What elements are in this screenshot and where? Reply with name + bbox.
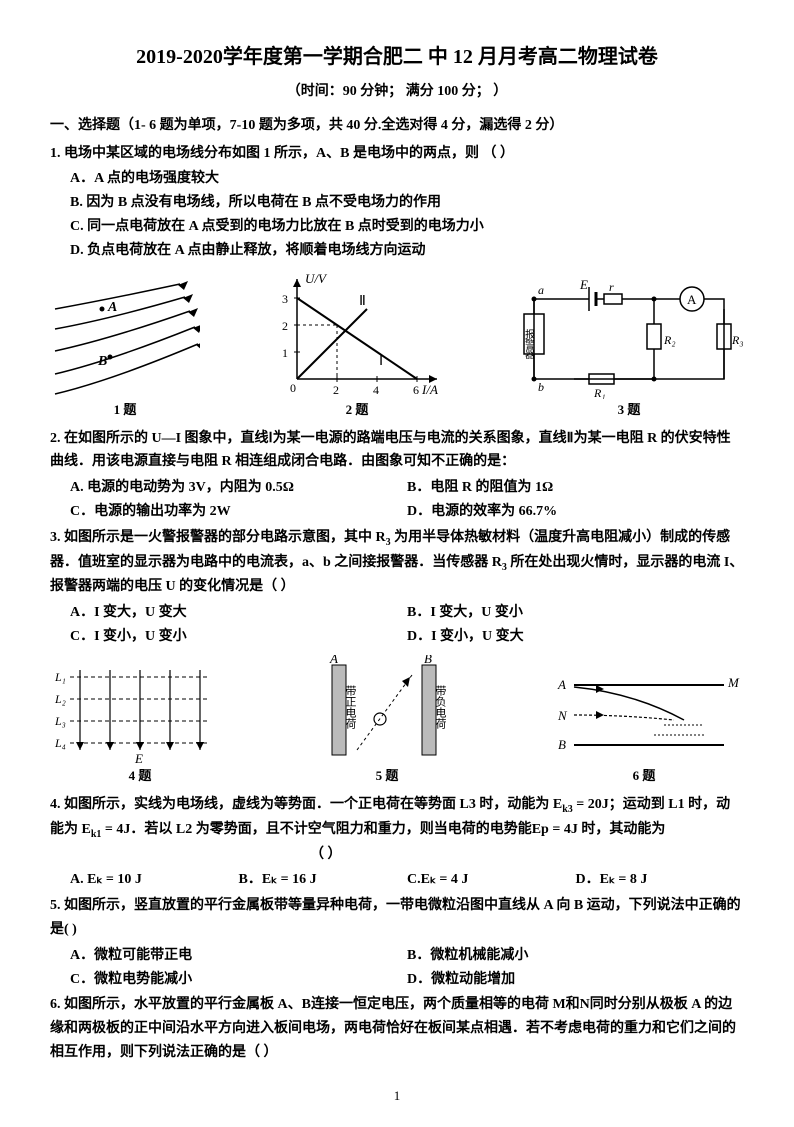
svg-text:B: B [97,354,107,369]
q1-choice-b: B. 因为 B 点没有电场线，所以电荷在 B 点不受电场力的作用 [70,191,744,215]
q2-choice-a: A. 电源的电动势为 3V，内阻为 0.5Ω [70,476,407,500]
svg-text:报警器: 报警器 [523,327,535,359]
svg-text:B: B [424,655,432,666]
q2-choices: A. 电源的电动势为 3V，内阻为 0.5Ω B．电阻 R 的阻值为 1Ω C．… [70,476,744,524]
figure-1: A B 1 题 [50,279,200,421]
svg-text:Ⅱ: Ⅱ [359,294,366,309]
svg-text:L₄: L₄ [54,736,66,750]
fig3-label: 3 题 [514,399,744,421]
fig2-label: 2 题 [267,399,447,421]
figure-row-1: A B 1 题 U/V I/A 1 2 3 2 4 6 [50,269,744,421]
exam-title: 2019-2020学年度第一学期合肥二 中 12 月月考高二物理试卷 [50,40,744,74]
svg-text:Ⅰ: Ⅰ [379,354,383,369]
q5-choice-b: B．微粒机械能减小 [407,944,744,968]
q1-choices: A．A 点的电场强度较大 B. 因为 B 点没有电场线，所以电荷在 B 点不受电… [50,167,744,262]
svg-text:带正电荷: 带正电荷 [344,685,357,730]
q5-choice-c: C．微粒电势能减小 [70,968,407,992]
q5-choices: A．微粒可能带正电 B．微粒机械能减小 C．微粒电势能减小 D．微粒动能增加 [70,944,744,992]
figure-6: A B M N 6 题 [544,665,744,787]
svg-text:L₃: L₃ [54,714,66,728]
q3-choice-b: B．I 变大，U 变小 [407,601,744,625]
q3-stem: 3. 如图所示是一火警报警器的部分电路示意图，其中 R3 为用半导体热敏材料（温… [50,526,744,599]
figure-3: a b E r R₁ R₂ R₃ A 报警器 3 题 [514,279,744,421]
svg-text:1: 1 [282,346,288,360]
q6-stem: 6. 如图所示，水平放置的平行金属板 A、B连接一恒定电压，两个质量相等的电荷 … [50,993,744,1064]
figure-2: U/V I/A 1 2 3 2 4 6 Ⅰ Ⅱ 0 [267,269,447,421]
q4-choice-a: A. Eₖ = 10 J [70,868,239,892]
svg-text:U/V: U/V [305,271,328,286]
svg-text:A: A [557,677,566,692]
figure-5: A B 带正电荷 带负电荷 5 题 [302,655,472,787]
svg-text:M: M [727,675,740,690]
svg-text:2: 2 [333,383,339,397]
svg-text:A: A [329,655,338,666]
q1-choice-c: C. 同一点电荷放在 A 点受到的电场力比放在 B 点时受到的电场力小 [70,215,744,239]
q4-choices: A. Eₖ = 10 J B．Eₖ = 16 J C.Eₖ = 4 J D．Eₖ… [70,868,744,892]
svg-text:E: E [134,751,143,765]
figure-row-2: L₁ L₂ L₃ L₄ E 4 题 A B 带正电荷 带负电荷 5 题 [50,655,744,787]
svg-text:A: A [687,292,697,307]
svg-text:b: b [538,380,544,394]
q3-choices: A．I 变大，U 变大 B．I 变大，U 变小 C．I 变小，U 变小 D．I … [70,601,744,649]
q2-choice-d: D．电源的效率为 66.7% [407,500,744,524]
svg-text:L₁: L₁ [54,670,66,684]
q4-choice-c: C.Eₖ = 4 J [407,868,576,892]
page-number: 1 [50,1085,744,1107]
svg-text:N: N [557,708,568,723]
svg-text:L₂: L₂ [54,692,66,706]
q3-choice-d: D．I 变小，U 变大 [407,625,744,649]
q2-choice-c: C．电源的输出功率为 2W [70,500,407,524]
section-1-heading: 一、选择题（1- 6 题为单项，7-10 题为多项，共 40 分.全选对得 4 … [50,114,744,138]
svg-text:a: a [538,283,544,297]
svg-text:B: B [558,737,566,752]
svg-text:I/A: I/A [421,382,438,397]
svg-text:带负电荷: 带负电荷 [434,685,447,730]
svg-text:r: r [609,280,614,294]
q1-stem: 1. 电场中某区域的电场线分布如图 1 所示，A、B 是电场中的两点，则 （ ） [50,142,744,166]
fig6-label: 6 题 [544,765,744,787]
fig4-label: 4 题 [50,765,230,787]
svg-text:4: 4 [373,383,379,397]
exam-subtitle: （时间：90 分钟； 满分 100 分； ） [50,80,744,104]
q1-choice-a: A．A 点的电场强度较大 [70,167,744,191]
q5-choice-d: D．微粒动能增加 [407,968,744,992]
q4-choice-b: B．Eₖ = 16 J [239,868,408,892]
figure-4: L₁ L₂ L₃ L₄ E 4 题 [50,655,230,787]
q2-choice-b: B．电阻 R 的阻值为 1Ω [407,476,744,500]
q5-choice-a: A．微粒可能带正电 [70,944,407,968]
q4-stem: 4. 如图所示，实线为电场线，虚线为等势面．一个正电荷在等势面 L3 时，动能为… [50,793,744,866]
fig5-label: 5 题 [302,765,472,787]
svg-text:A: A [107,300,117,315]
q1-choice-d: D. 负点电荷放在 A 点由静止释放，将顺着电场线方向运动 [70,239,744,263]
q3-choice-a: A．I 变大，U 变大 [70,601,407,625]
q5-stem: 5. 如图所示，竖直放置的平行金属板带等量异种电荷，一带电微粒沿图中直线从 A … [50,894,744,942]
q3-choice-c: C．I 变小，U 变小 [70,625,407,649]
svg-text:R₃: R₃ [731,333,744,347]
svg-text:R₁: R₁ [593,386,606,399]
q2-stem: 2. 在如图所示的 U—I 图象中，直线Ⅰ为某一电源的路端电压与电流的关系图象，… [50,427,744,475]
svg-text:0: 0 [290,381,296,395]
svg-text:E: E [579,279,588,292]
fig1-label: 1 题 [50,399,200,421]
svg-text:6: 6 [413,383,419,397]
q4-choice-d: D．Eₖ = 8 J [576,868,745,892]
svg-text:2: 2 [282,319,288,333]
svg-text:3: 3 [282,292,288,306]
svg-text:R₂: R₂ [663,333,676,347]
